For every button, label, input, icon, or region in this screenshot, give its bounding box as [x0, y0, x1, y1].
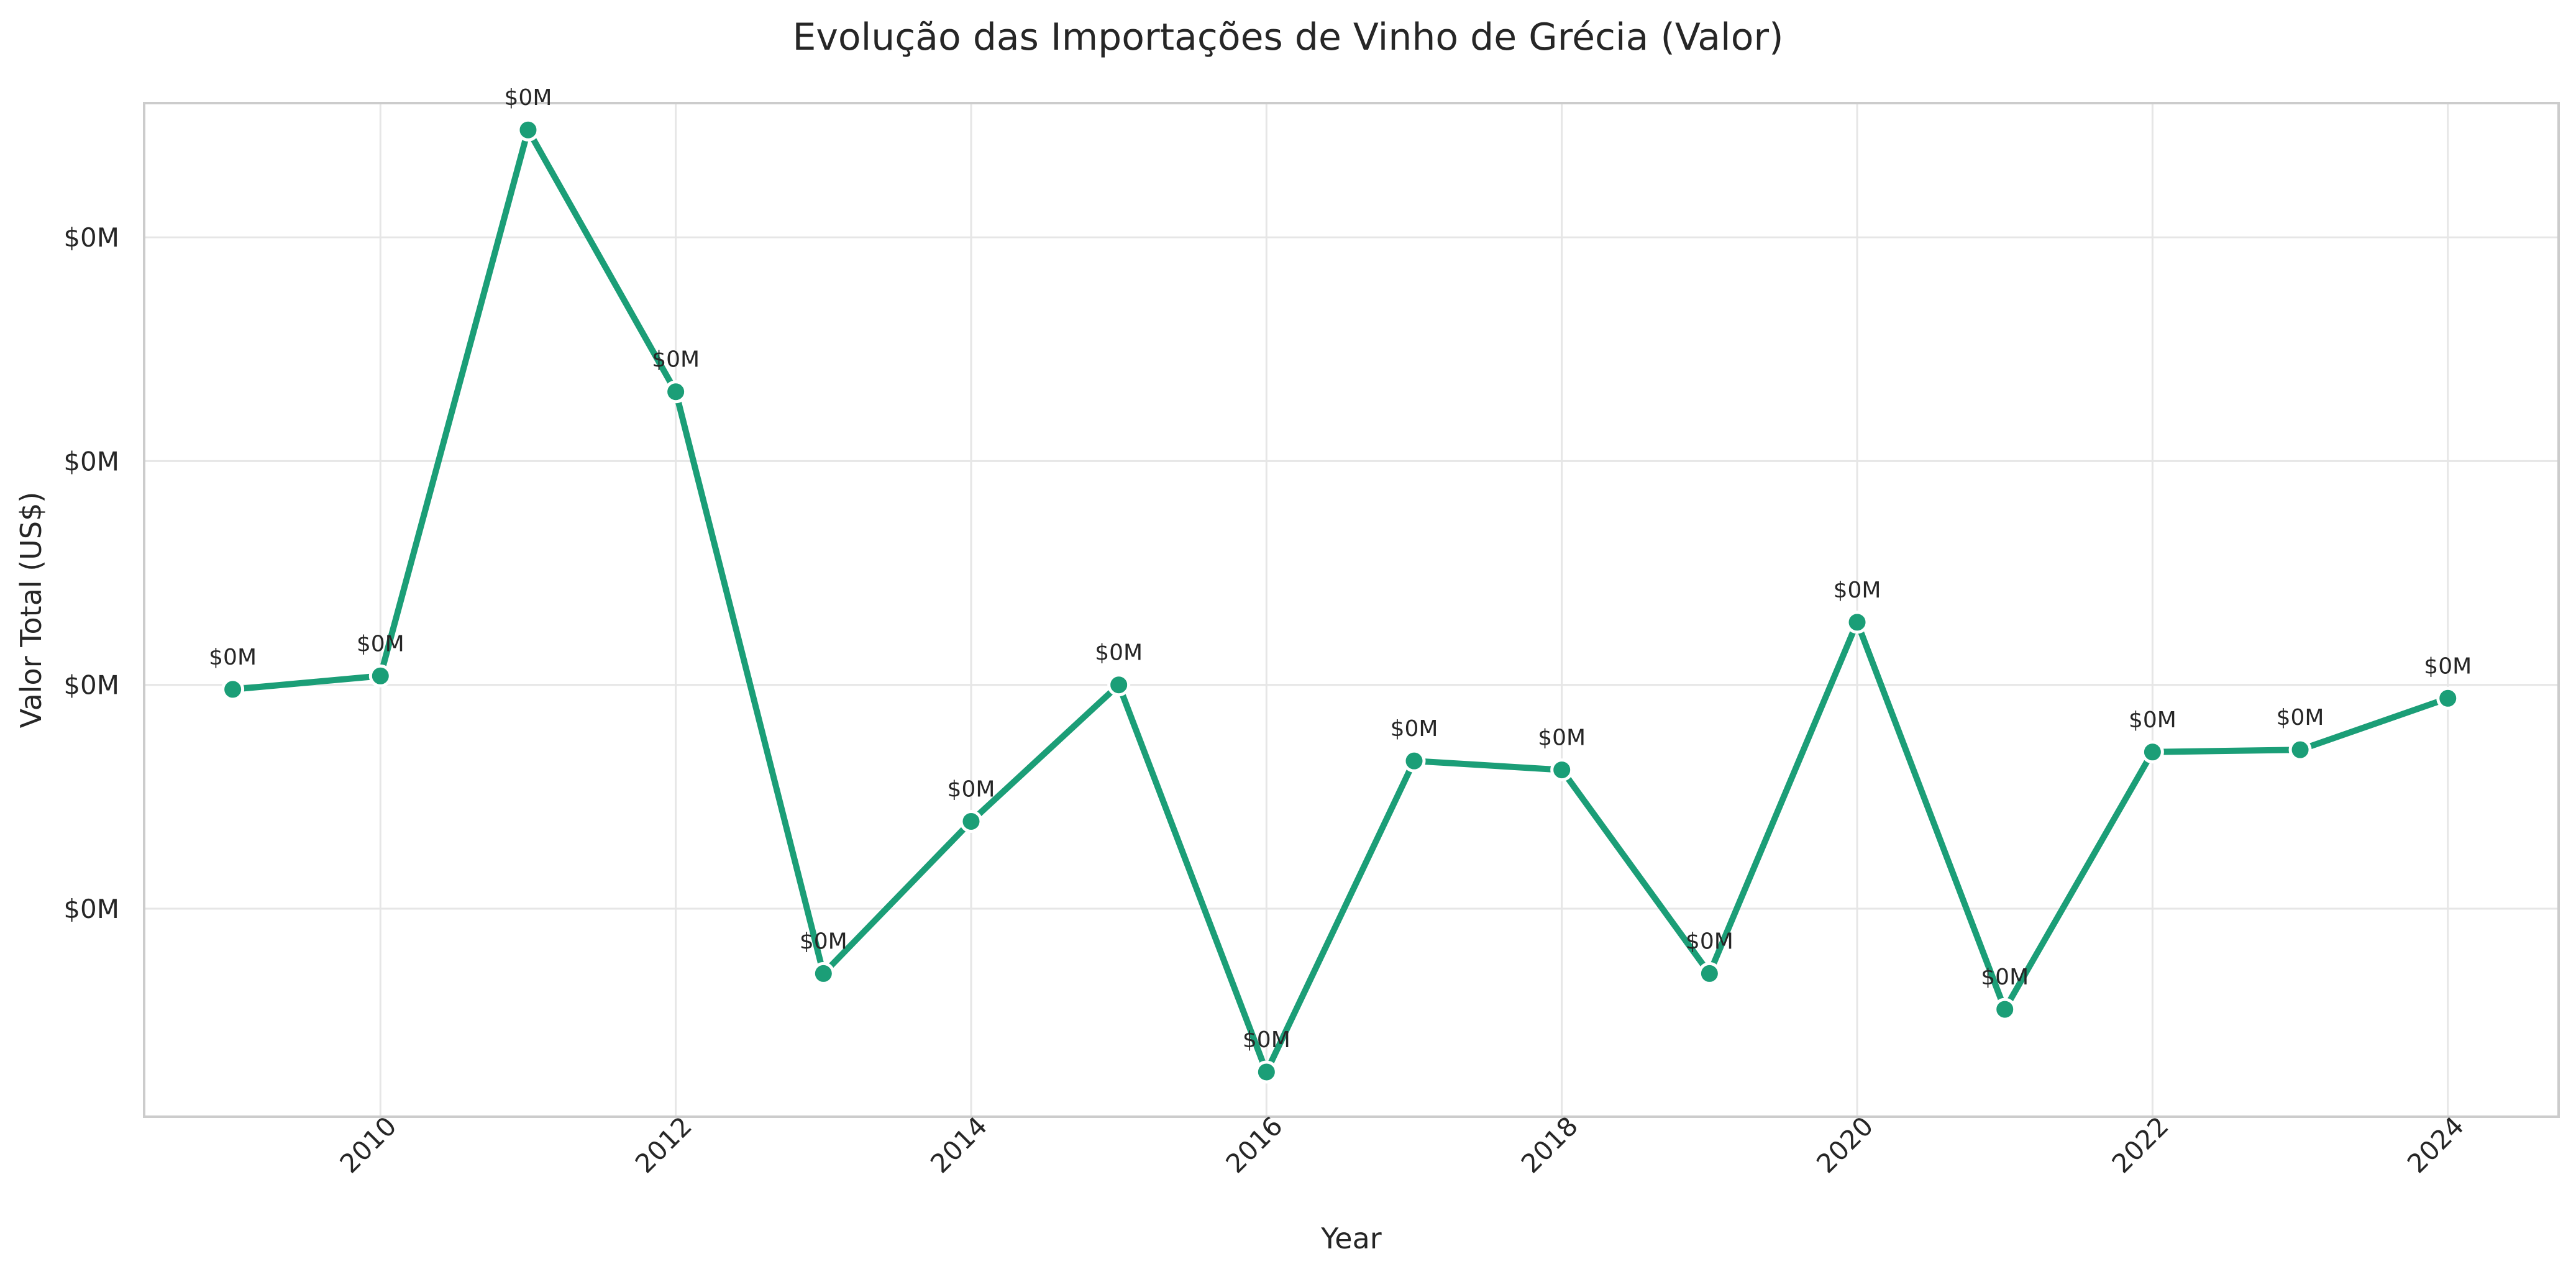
data-point: [2288, 738, 2312, 761]
x-tick-label: 2016: [1220, 1111, 1288, 1179]
data-label: $0M: [1686, 929, 1733, 954]
data-point: [1697, 961, 1721, 985]
data-point: [516, 118, 540, 142]
data-points: [221, 118, 2460, 1084]
data-label: $0M: [1391, 716, 1438, 742]
data-point: [1107, 673, 1131, 697]
series-group: [229, 127, 2451, 1075]
x-tick-label: 2010: [334, 1111, 402, 1179]
data-label: $0M: [1095, 640, 1143, 666]
data-label: $0M: [1538, 725, 1586, 751]
data-label: $0M: [505, 85, 552, 111]
x-tick-label: 2014: [925, 1111, 993, 1179]
data-point: [1402, 749, 1426, 773]
y-axis-ticks: $0M $0M $0M $0M: [63, 222, 119, 924]
data-label: $0M: [1834, 578, 1881, 603]
data-point: [811, 961, 835, 985]
data-label: $0M: [209, 645, 257, 670]
y-axis-label: Valor Total (US$): [14, 492, 48, 729]
y-tick-label: $0M: [63, 894, 119, 924]
x-tick-label: 2020: [1811, 1111, 1879, 1179]
x-tick-label: 2012: [629, 1111, 698, 1179]
y-tick-label: $0M: [63, 670, 119, 701]
x-tick-label: 2024: [2401, 1111, 2470, 1179]
data-point: [1993, 997, 2017, 1021]
y-tick-label: $0M: [63, 222, 119, 253]
data-point: [1845, 611, 1869, 634]
data-point: [664, 380, 688, 404]
data-point: [221, 678, 245, 701]
data-labels: $0M $0M $0M $0M $0M $0M $0M $0M $0M $0M $0M $0M $0M $…: [209, 85, 2472, 1053]
data-point: [2436, 686, 2460, 710]
data-point: [368, 664, 392, 688]
chart-title: Evolução das Importações de Vinho de Gré…: [792, 16, 1783, 59]
x-axis-ticks: 2010 2012 2014 2016 2018 2020 2022 2024: [334, 1111, 2470, 1179]
plot-frame: [143, 102, 2560, 1118]
x-tick-label: 2022: [2106, 1111, 2175, 1179]
data-point: [959, 809, 983, 833]
data-label: $0M: [357, 631, 404, 656]
y-tick-label: $0M: [63, 446, 119, 476]
data-label: $0M: [800, 929, 847, 954]
data-label: $0M: [652, 347, 700, 373]
grid-lines: [144, 103, 2559, 1117]
data-label: $0M: [948, 776, 995, 802]
data-point: [1254, 1060, 1278, 1084]
data-point: [2140, 740, 2164, 764]
series-line: [229, 127, 2451, 1075]
data-point: [1550, 758, 1574, 782]
data-label: $0M: [2129, 707, 2176, 733]
data-label: $0M: [1981, 965, 2029, 990]
x-tick-label: 2018: [1515, 1111, 1584, 1179]
x-axis-label: Year: [1320, 1222, 1381, 1255]
data-label: $0M: [1243, 1027, 1290, 1053]
data-label: $0M: [2277, 705, 2324, 730]
data-label: $0M: [2424, 653, 2472, 679]
